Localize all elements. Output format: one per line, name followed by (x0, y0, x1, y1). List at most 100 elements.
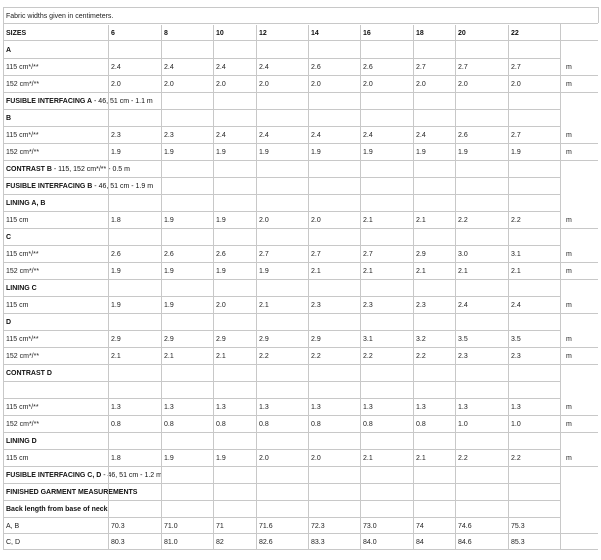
value-cell: 70.3 (111, 523, 125, 530)
value-cell: 1.0 (511, 421, 521, 428)
value-cell: 3.2 (416, 336, 426, 343)
row-label: A, B (6, 523, 20, 530)
row-divider (3, 126, 560, 127)
value-cell: 1.9 (311, 149, 321, 156)
value-cell: 1.9 (511, 149, 521, 156)
value-cell: 75.3 (511, 523, 525, 530)
section-heading: CONTRAST B - 115, 152 cm*/** - 0.5 m (6, 166, 130, 173)
row-label: C, D (6, 539, 20, 546)
section-heading: LINING D (6, 438, 37, 445)
value-cell: 2.7 (511, 64, 521, 71)
unit-label: m (566, 268, 572, 275)
section-heading: B (6, 115, 12, 122)
column-divider (108, 25, 109, 550)
row-divider (3, 23, 598, 24)
unit-label: m (566, 64, 572, 71)
section-detail: - 46, 51 cm - 1.9 m (92, 183, 154, 190)
section-heading: FUSIBLE INTERFACING C, D - 46, 51 cm - 1… (6, 472, 162, 479)
row-divider (3, 211, 560, 212)
value-cell: 1.9 (216, 217, 226, 224)
value-cell: 2.3 (416, 302, 426, 309)
row-divider (3, 228, 598, 229)
size-col-header: 8 (164, 30, 168, 37)
value-cell: 1.0 (458, 421, 468, 428)
value-cell: 81.0 (164, 539, 178, 546)
value-cell: 2.1 (416, 268, 426, 275)
value-cell: 84 (416, 539, 424, 546)
value-cell: 1.3 (416, 404, 426, 411)
value-cell: 74.6 (458, 523, 472, 530)
column-divider (308, 25, 309, 550)
column-divider (360, 25, 361, 550)
value-cell: 2.1 (511, 268, 521, 275)
value-cell: 1.3 (511, 404, 521, 411)
value-cell: 83.3 (311, 539, 325, 546)
row-divider (3, 313, 598, 314)
column-divider (455, 25, 456, 550)
value-cell: 2.0 (311, 81, 321, 88)
value-cell: 72.3 (311, 523, 325, 530)
value-cell: 2.3 (311, 302, 321, 309)
value-cell: 2.0 (416, 81, 426, 88)
value-cell: 2.4 (363, 132, 373, 139)
row-divider (3, 347, 598, 348)
section-heading: LINING A, B (6, 200, 46, 207)
value-cell: 2.1 (311, 268, 321, 275)
row-divider (3, 296, 560, 297)
unit-label: m (566, 132, 572, 139)
value-cell: 2.4 (511, 302, 521, 309)
value-cell: 2.4 (111, 64, 121, 71)
value-cell: 71.0 (164, 523, 178, 530)
value-cell: 1.9 (458, 149, 468, 156)
value-cell: 2.0 (311, 455, 321, 462)
value-cell: 2.0 (363, 81, 373, 88)
value-cell: 71 (216, 523, 224, 530)
value-cell: 1.3 (363, 404, 373, 411)
unit-label: m (566, 336, 572, 343)
value-cell: 2.1 (363, 217, 373, 224)
row-divider (3, 500, 560, 501)
unit-label: m (566, 251, 572, 258)
row-divider (3, 7, 598, 8)
value-cell: 1.9 (259, 268, 269, 275)
row-divider (3, 533, 598, 534)
value-cell: 2.1 (164, 353, 174, 360)
row-divider (3, 381, 560, 382)
value-cell: 1.3 (216, 404, 226, 411)
row-divider (3, 364, 598, 365)
value-cell: 1.3 (164, 404, 174, 411)
column-divider (598, 7, 599, 23)
value-cell: 2.0 (259, 81, 269, 88)
value-cell: 2.4 (216, 64, 226, 71)
row-divider (3, 177, 560, 178)
value-cell: 2.7 (259, 251, 269, 258)
unit-label: m (566, 404, 572, 411)
value-cell: 3.5 (458, 336, 468, 343)
row-divider (3, 75, 598, 76)
value-cell: 2.2 (259, 353, 269, 360)
column-divider (508, 25, 509, 550)
value-cell: 2.1 (363, 268, 373, 275)
value-cell: 2.0 (511, 81, 521, 88)
value-cell: 2.7 (458, 64, 468, 71)
value-cell: 2.6 (363, 64, 373, 71)
row-label: 115 cm*/** (6, 132, 39, 139)
value-cell: 80.3 (111, 539, 125, 546)
value-cell: 1.3 (259, 404, 269, 411)
value-cell: 1.8 (111, 455, 121, 462)
row-label: 152 cm*/** (6, 421, 40, 428)
value-cell: 85.3 (511, 539, 525, 546)
value-cell: 1.9 (363, 149, 373, 156)
row-label: 115 cm*/** (6, 64, 39, 71)
value-cell: 2.4 (259, 132, 269, 139)
value-cell: 2.6 (311, 64, 321, 71)
section-heading: D (6, 319, 12, 326)
value-cell: 2.0 (111, 81, 121, 88)
row-divider (3, 517, 560, 518)
value-cell: 2.1 (216, 353, 226, 360)
size-col-header: 20 (458, 30, 466, 37)
value-cell: 2.3 (363, 302, 373, 309)
value-cell: 2.0 (311, 217, 321, 224)
row-label: 152 cm*/** (6, 149, 40, 156)
